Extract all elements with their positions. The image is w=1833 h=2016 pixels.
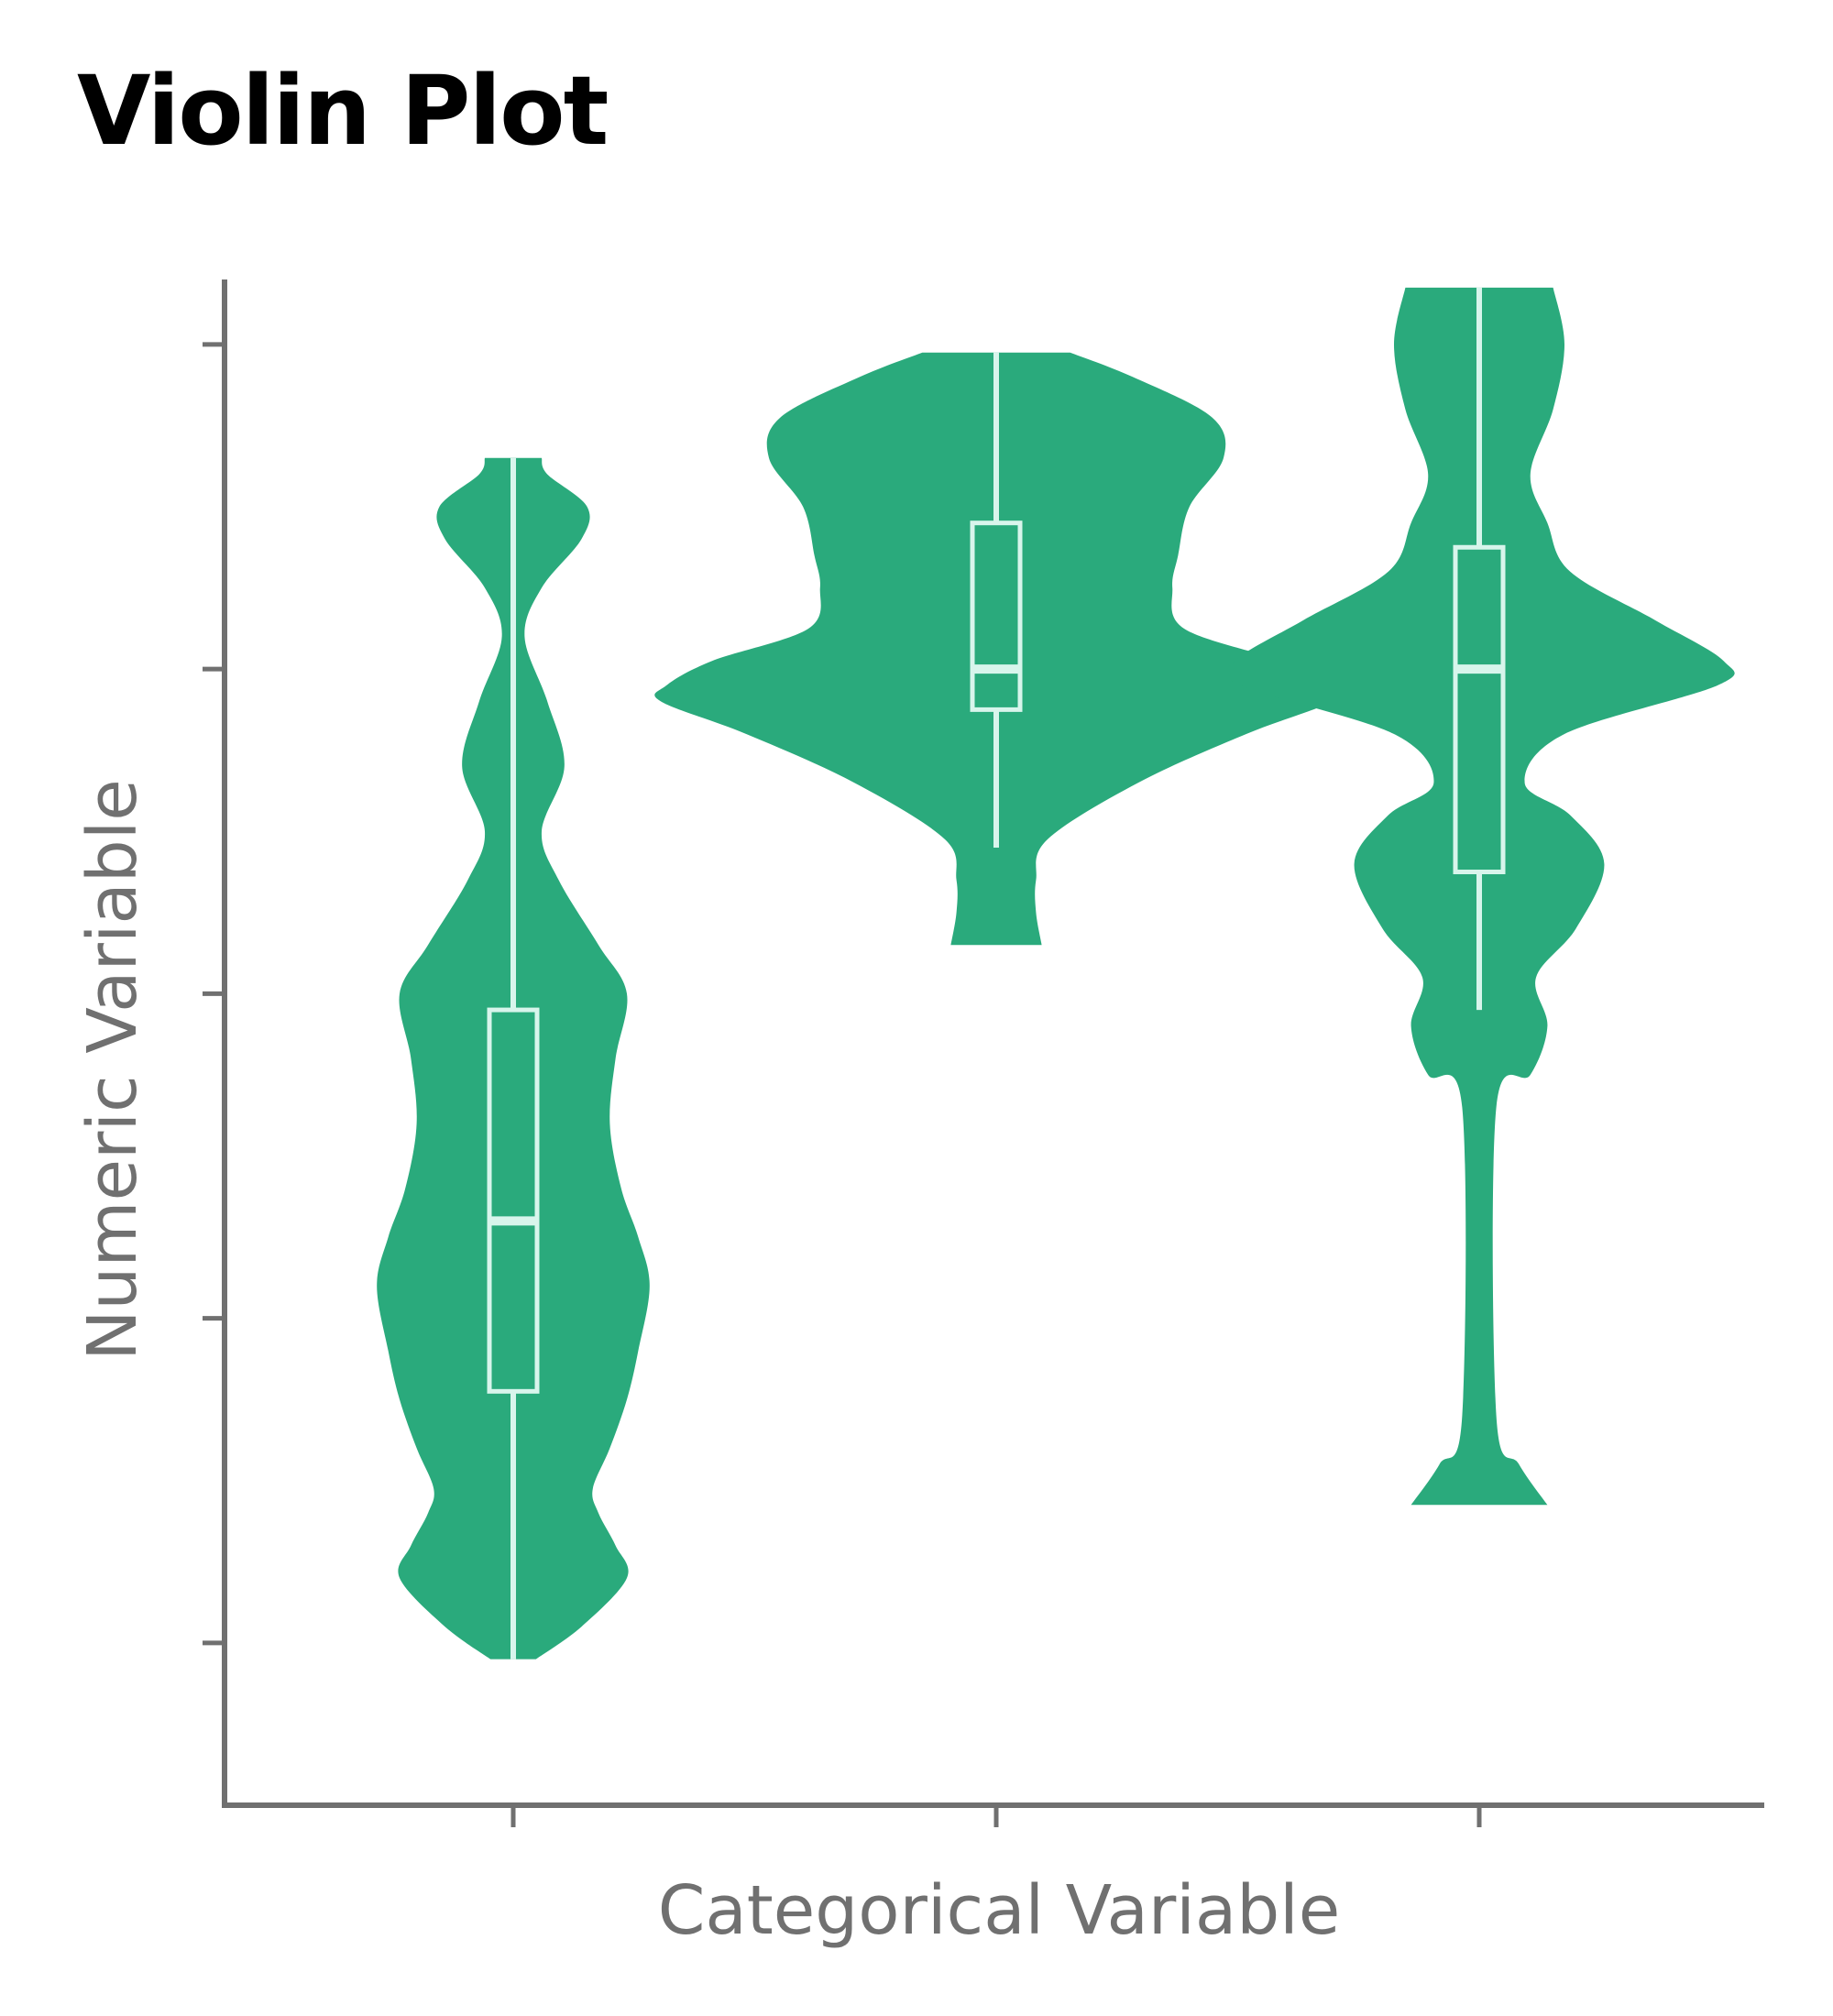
x-ticks [510, 1805, 1482, 1827]
violin-1 [377, 457, 650, 1660]
box [487, 1007, 540, 1394]
axes [203, 279, 1764, 1827]
box [1453, 544, 1506, 875]
violin-2 [654, 352, 1338, 946]
violin-3 [1224, 287, 1735, 1506]
y-ticks [203, 342, 225, 1646]
violins [377, 287, 1735, 1660]
box [970, 520, 1023, 712]
chart-title: Violin Plot [77, 55, 609, 167]
y-axis-label: Numeric Variable [73, 779, 152, 1361]
x-axis-label: Categorical Variable [658, 1871, 1341, 1950]
